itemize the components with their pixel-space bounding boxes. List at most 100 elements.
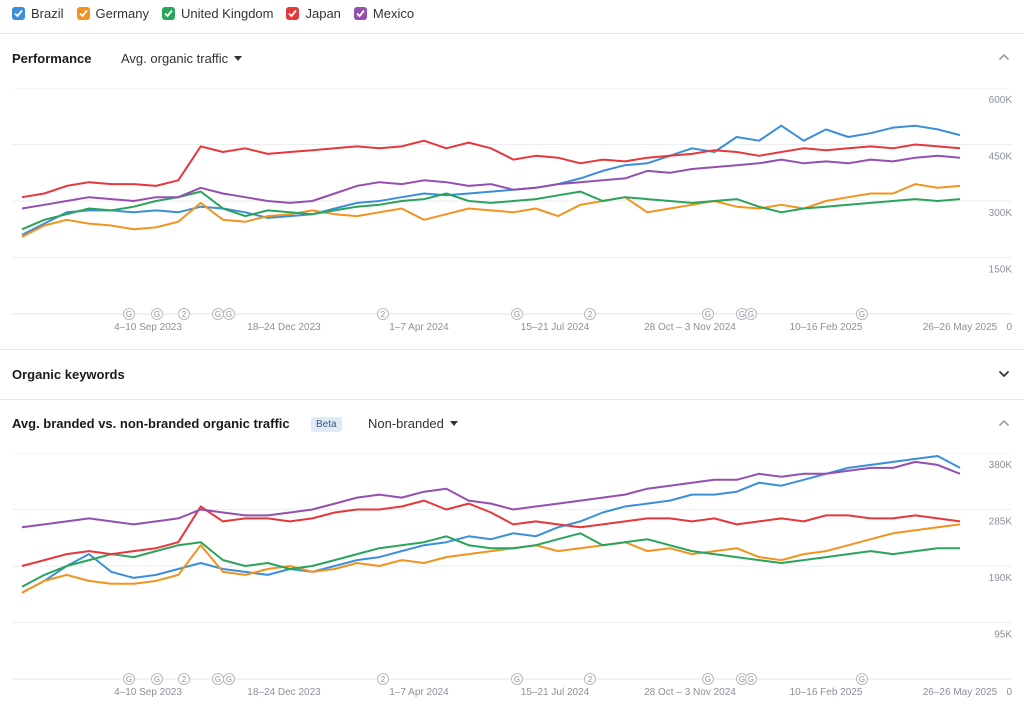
annotation-marker[interactable]: G xyxy=(123,673,135,685)
svg-text:G: G xyxy=(748,675,754,684)
series-line-brazil[interactable] xyxy=(21,455,961,594)
performance-title: Performance xyxy=(12,51,92,66)
performance-metric-label: Avg. organic traffic xyxy=(121,51,229,66)
svg-text:G: G xyxy=(514,675,520,684)
annotation-marker[interactable]: G xyxy=(702,673,714,685)
x-tick-label: 10–16 Feb 2025 xyxy=(790,687,863,698)
legend-label: Germany xyxy=(95,5,149,21)
series-line-mexico[interactable] xyxy=(21,460,961,529)
y-tick-label: 285K xyxy=(989,517,1013,528)
svg-text:2: 2 xyxy=(381,310,386,319)
annotation-marker[interactable]: 2 xyxy=(584,673,596,685)
annotation-marker[interactable]: 2 xyxy=(178,673,190,685)
annotation-marker[interactable]: 2 xyxy=(584,308,596,320)
x-tick-label: 28 Oct – 3 Nov 2024 xyxy=(644,322,736,333)
checkbox-germany[interactable] xyxy=(76,6,90,20)
annotation-marker[interactable]: G xyxy=(151,308,163,320)
divider xyxy=(0,349,1024,350)
annotation-marker[interactable]: G xyxy=(856,308,868,320)
svg-text:2: 2 xyxy=(588,675,593,684)
x-tick-label: 1–7 Apr 2024 xyxy=(389,687,449,698)
organic-keywords-title: Organic keywords xyxy=(12,367,125,382)
svg-text:G: G xyxy=(126,310,132,319)
annotation-marker[interactable]: G xyxy=(856,673,868,685)
checkbox-mexico[interactable] xyxy=(353,6,367,20)
checkbox-brazil[interactable] xyxy=(12,6,25,20)
series-line-brazil[interactable] xyxy=(21,124,961,236)
annotation-marker[interactable]: G xyxy=(511,308,523,320)
legend-label: United Kingdom xyxy=(180,5,274,21)
annotation-marker[interactable]: 2 xyxy=(178,308,190,320)
svg-text:G: G xyxy=(154,675,160,684)
x-tick-label: 4–10 Sep 2023 xyxy=(114,687,182,698)
x-tick-label: 15–21 Jul 2024 xyxy=(521,322,590,333)
series-line-germany[interactable] xyxy=(21,523,961,594)
beta-badge: Beta xyxy=(311,417,342,432)
series-line-japan[interactable] xyxy=(21,139,961,199)
legend-item-japan[interactable]: Japan xyxy=(286,5,341,21)
legend: Brazil Germany United Kingdom Japan Mexi… xyxy=(0,0,1024,26)
svg-text:G: G xyxy=(739,675,745,684)
y-tick-label: 380K xyxy=(989,460,1013,471)
divider xyxy=(0,399,1024,400)
x-tick-label: 26–26 May 2025 xyxy=(923,687,998,698)
x-tick-label: 18–24 Dec 2023 xyxy=(247,322,321,333)
svg-text:G: G xyxy=(514,310,520,319)
annotation-marker[interactable]: G xyxy=(151,673,163,685)
legend-item-germany[interactable]: Germany xyxy=(76,5,149,21)
x-tick-label: 26–26 May 2025 xyxy=(923,322,998,333)
y-tick-label: 0 xyxy=(1006,322,1012,333)
x-tick-label: 18–24 Dec 2023 xyxy=(247,687,321,698)
svg-text:G: G xyxy=(215,675,221,684)
annotation-marker[interactable]: G xyxy=(212,673,224,685)
caret-down-icon xyxy=(449,421,458,426)
chevron-up-icon[interactable] xyxy=(998,419,1010,427)
svg-text:G: G xyxy=(859,310,865,319)
legend-label: Japan xyxy=(305,5,341,21)
x-tick-label: 15–21 Jul 2024 xyxy=(521,687,590,698)
caret-down-icon xyxy=(234,56,243,61)
annotation-marker[interactable]: G xyxy=(212,308,224,320)
svg-text:G: G xyxy=(859,675,865,684)
checkbox-japan[interactable] xyxy=(286,6,300,20)
annotation-marker[interactable]: G xyxy=(123,308,135,320)
y-tick-label: 300K xyxy=(989,208,1013,219)
y-tick-label: 150K xyxy=(989,265,1013,276)
legend-item-brazil[interactable]: Brazil xyxy=(12,6,64,21)
chevron-up-icon[interactable] xyxy=(998,53,1010,61)
annotation-marker[interactable]: G xyxy=(223,673,235,685)
checkbox-united-kingdom[interactable] xyxy=(161,6,175,20)
svg-text:2: 2 xyxy=(182,310,187,319)
y-tick-label: 0 xyxy=(1006,687,1012,698)
series-line-mexico[interactable] xyxy=(21,154,961,210)
branded-chart: 380K 285K 190K 95K 0 4–10 Sep 2023 18–24 Dec 2… xyxy=(12,453,1013,698)
svg-text:2: 2 xyxy=(381,675,386,684)
annotation-marker[interactable]: G xyxy=(745,308,757,320)
branded-title: Avg. branded vs. non-branded organic tra… xyxy=(12,416,290,431)
svg-text:G: G xyxy=(705,675,711,684)
series-line-united-kingdom[interactable] xyxy=(21,532,960,588)
branded-metric-label: Non-branded xyxy=(368,416,444,431)
annotation-marker[interactable]: 2 xyxy=(377,673,389,685)
branded-metric-dropdown[interactable]: Non-branded xyxy=(368,416,458,431)
annotation-marker[interactable]: G xyxy=(745,673,757,685)
legend-item-united-kingdom[interactable]: United Kingdom xyxy=(161,5,274,21)
performance-metric-dropdown[interactable]: Avg. organic traffic xyxy=(121,51,243,66)
annotation-marker[interactable]: G xyxy=(511,673,523,685)
legend-item-mexico[interactable]: Mexico xyxy=(353,5,415,21)
annotation-marker[interactable]: G xyxy=(702,308,714,320)
svg-text:2: 2 xyxy=(588,310,593,319)
annotation-marker[interactable]: 2 xyxy=(377,308,389,320)
annotation-marker[interactable]: G xyxy=(223,308,235,320)
svg-text:G: G xyxy=(154,310,160,319)
series-line-japan[interactable] xyxy=(21,499,961,567)
chevron-down-icon[interactable] xyxy=(998,370,1010,378)
svg-text:G: G xyxy=(739,310,745,319)
x-tick-label: 10–16 Feb 2025 xyxy=(790,322,863,333)
legend-label: Mexico xyxy=(372,5,415,21)
x-tick-label: 4–10 Sep 2023 xyxy=(114,322,182,333)
y-tick-label: 450K xyxy=(989,152,1013,163)
y-tick-label: 95K xyxy=(994,630,1012,641)
svg-text:2: 2 xyxy=(182,675,187,684)
svg-text:G: G xyxy=(226,675,232,684)
